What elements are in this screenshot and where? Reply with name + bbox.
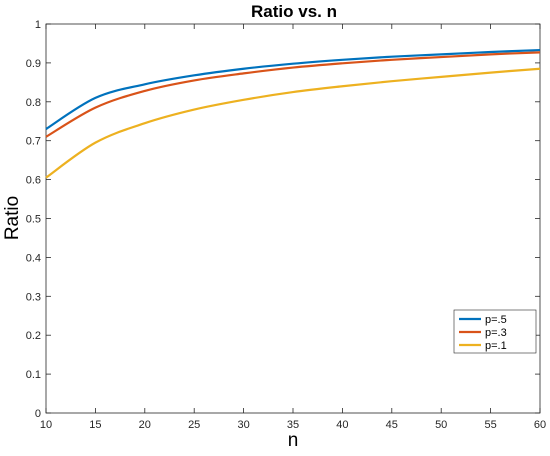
y-tick-label: 0.3 [26, 291, 41, 303]
series-lines [45, 48, 541, 179]
x-tick-label: 20 [139, 419, 151, 431]
legend-label: p=.3 [485, 327, 507, 339]
y-tick-label: 0.8 [26, 97, 41, 109]
x-tick-label: 35 [287, 419, 299, 431]
y-tick-label: 0.2 [26, 330, 41, 342]
x-tick-label: 40 [336, 419, 348, 431]
y-tick-label: 0 [35, 408, 41, 420]
x-tick-label: 25 [188, 419, 200, 431]
y-tick-label: 0.1 [26, 369, 41, 381]
x-axis: 10 15 20 25 30 35 40 45 50 55 60 [40, 24, 546, 431]
x-tick-label: 30 [237, 419, 249, 431]
x-tick-label: 50 [435, 419, 447, 431]
chart-title: Ratio vs. n [251, 2, 337, 21]
y-tick-label: 1 [35, 19, 41, 31]
y-axis: 0 0.1 0.2 0.3 0.4 0.5 0.6 0.7 0.8 0.9 1 [26, 19, 540, 420]
y-tick-label: 0.5 [26, 214, 41, 226]
y-tick-label: 0.7 [26, 136, 41, 148]
y-axis-label: Ratio [2, 196, 23, 240]
plot-background [45, 23, 541, 414]
series-line-3 [45, 67, 541, 179]
y-tick-label: 0.9 [26, 58, 41, 70]
legend-label: p=.1 [485, 340, 507, 352]
series-line-1 [45, 48, 541, 130]
x-tick-label: 45 [386, 419, 398, 431]
x-axis-label: n [288, 430, 299, 451]
x-tick-label: 55 [484, 419, 496, 431]
y-tick-label: 0.4 [26, 252, 41, 264]
x-tick-label: 15 [89, 419, 101, 431]
x-tick-label: 60 [534, 419, 546, 431]
x-tick-label: 10 [40, 419, 52, 431]
y-tick-label: 0.6 [26, 175, 41, 187]
series-line-2 [45, 51, 541, 138]
legend: p=.5p=.3p=.1 [453, 309, 537, 354]
plot-area [45, 23, 541, 414]
legend-label: p=.5 [485, 314, 507, 326]
